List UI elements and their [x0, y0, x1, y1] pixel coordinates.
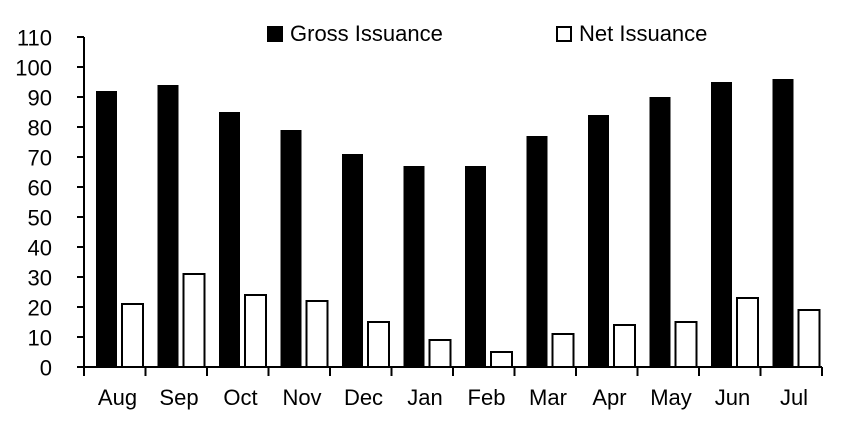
y-axis-tick-label: 60	[28, 176, 52, 201]
bar-gross-dec	[342, 154, 363, 367]
net-issuance-swatch-icon	[556, 26, 572, 42]
bar-gross-mar	[526, 136, 548, 367]
bar-gross-nov	[280, 130, 302, 367]
bar-gross-apr	[588, 115, 609, 367]
bar-gross-feb	[465, 166, 486, 367]
bar-net-apr	[613, 324, 636, 368]
y-axis-tick-label: 90	[28, 86, 52, 111]
bar-gross-aug	[96, 91, 117, 367]
bar-net-mar	[551, 333, 575, 368]
y-axis-tick-label: 40	[28, 236, 52, 261]
x-axis-category-label: Mar	[529, 385, 567, 410]
y-axis-tick-label: 20	[28, 296, 52, 321]
bar-gross-sep	[157, 85, 179, 367]
gross-issuance-swatch-icon	[267, 26, 283, 42]
y-axis-tick-label: 50	[28, 206, 52, 231]
bar-net-jul	[797, 309, 821, 368]
x-axis-category-label: Aug	[98, 385, 137, 410]
bar-gross-jul	[772, 79, 794, 367]
y-axis-tick-label: 0	[40, 356, 52, 381]
x-axis-category-label: May	[650, 385, 692, 410]
x-axis-category-label: Apr	[592, 385, 626, 410]
bar-net-may	[674, 321, 698, 368]
y-axis-tick-label: 70	[28, 146, 52, 171]
bar-net-oct	[244, 294, 267, 368]
x-axis-category-label: Jul	[780, 385, 808, 410]
x-axis-category-label: Jan	[407, 385, 442, 410]
x-axis-category-label: Nov	[282, 385, 321, 410]
y-axis-tick-label: 80	[28, 116, 52, 141]
x-axis-category-label: Dec	[344, 385, 383, 410]
bar-net-sep	[182, 273, 206, 368]
bar-net-aug	[121, 303, 144, 368]
legend-label-net-issuance: Net Issuance	[579, 21, 708, 46]
y-axis-tick-label: 30	[28, 266, 52, 291]
bar-net-jan	[428, 339, 452, 368]
legend-label-gross-issuance: Gross Issuance	[290, 21, 443, 46]
legend-item-net-issuance: Net Issuance	[556, 23, 707, 45]
bar-gross-oct	[219, 112, 240, 367]
x-axis-category-label: Feb	[468, 385, 506, 410]
legend-item-gross-issuance: Gross Issuance	[267, 23, 443, 45]
bar-gross-may	[649, 97, 671, 367]
bar-gross-jan	[403, 166, 425, 367]
bar-net-nov	[305, 300, 329, 368]
bar-net-feb	[490, 351, 513, 368]
y-axis-tick-label: 110	[17, 26, 52, 51]
x-axis-category-label: Oct	[223, 385, 257, 410]
bar-gross-jun	[711, 82, 732, 367]
y-axis-tick-label: 10	[28, 326, 52, 351]
x-axis-category-label: Jun	[715, 385, 750, 410]
x-axis-category-label: Sep	[159, 385, 198, 410]
y-axis-tick-label: 100	[15, 56, 52, 81]
bar-net-dec	[367, 321, 390, 368]
bar-net-jun	[736, 297, 759, 368]
